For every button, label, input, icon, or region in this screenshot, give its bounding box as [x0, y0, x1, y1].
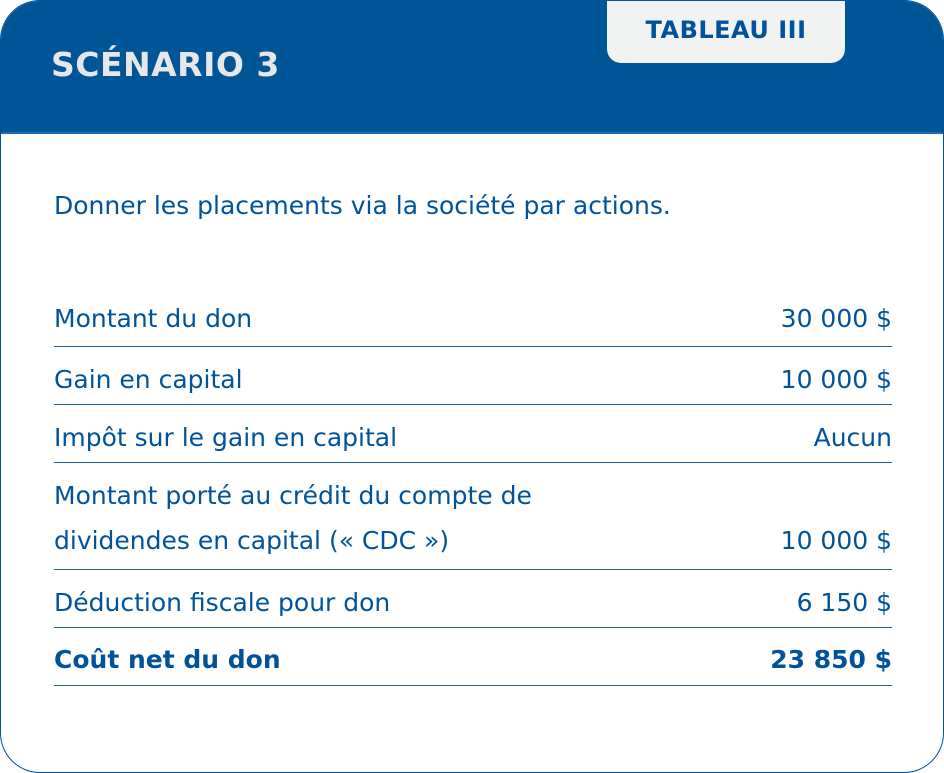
summary-table: Montant du don 30 000 $ Gain en capital …	[54, 301, 892, 686]
table-row: Montant du don 30 000 $	[54, 301, 892, 347]
row-value: Aucun	[813, 422, 892, 452]
table-row-total: Coût net du don 23 850 $	[54, 628, 892, 686]
row-value: 23 850 $	[770, 644, 892, 674]
table-tab-label: TABLEAU III	[607, 1, 845, 63]
table-row: Déduction fiscale pour don 6 150 $	[54, 570, 892, 628]
row-label: Impôt sur le gain en capital	[54, 422, 398, 452]
row-value: 10 000 $	[780, 526, 892, 555]
table-row: Impôt sur le gain en capital Aucun	[54, 405, 892, 463]
row-label: Montant du don	[54, 304, 253, 334]
row-label: Gain en capital	[54, 364, 243, 394]
row-label: Déduction fiscale pour don	[54, 587, 391, 617]
intro-text: Donner les placements via la société par…	[54, 191, 671, 220]
row-label: Montant porté au crédit du compte de div…	[54, 481, 532, 555]
scenario-title: SCÉNARIO 3	[51, 45, 280, 84]
card-header: SCÉNARIO 3 TABLEAU III	[1, 1, 943, 134]
row-value: 30 000 $	[780, 304, 892, 334]
table-row: Montant porté au crédit du compte de div…	[54, 463, 892, 570]
row-value: 10 000 $	[780, 364, 892, 394]
table-row: Gain en capital 10 000 $	[54, 347, 892, 405]
row-value: 6 150 $	[796, 587, 892, 617]
row-label: Coût net du don	[54, 644, 281, 674]
